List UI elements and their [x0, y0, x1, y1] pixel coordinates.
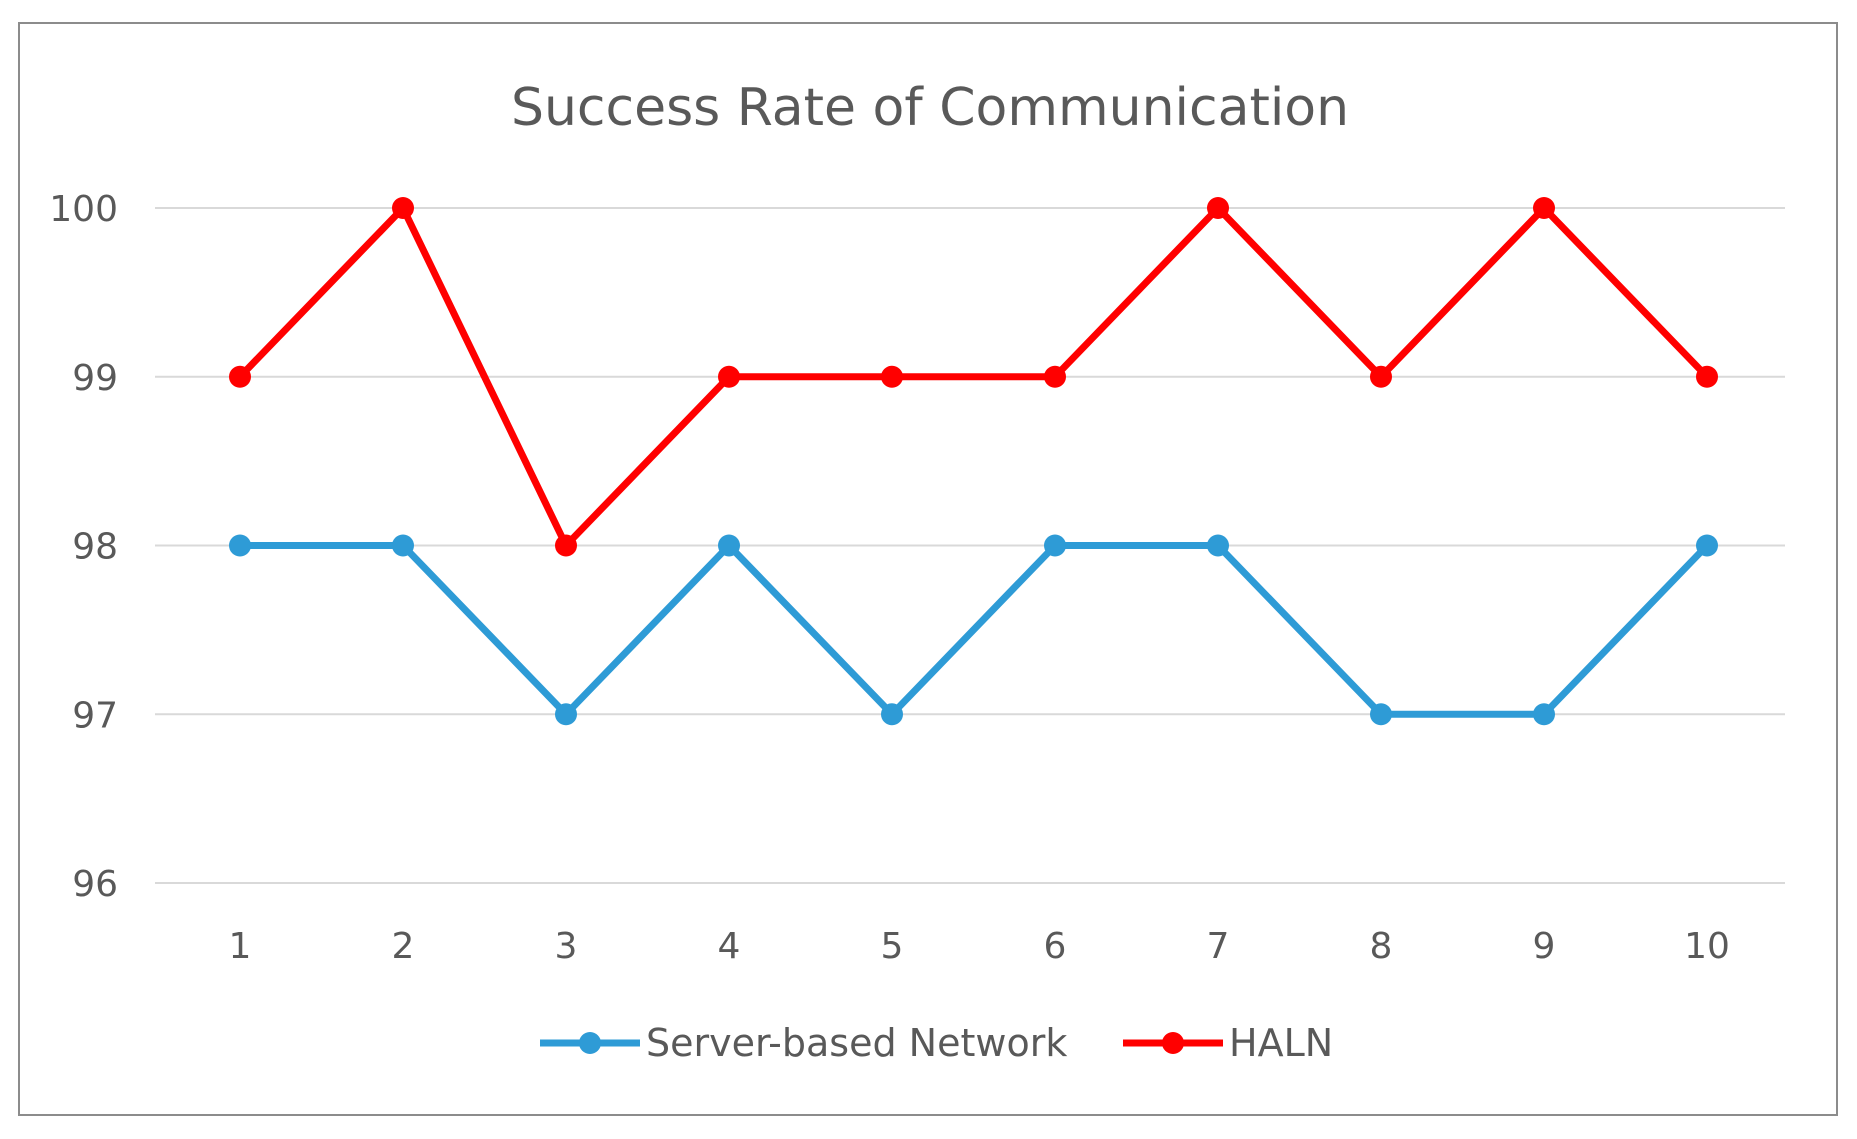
legend: Server-based Network HALN	[540, 1021, 1333, 1065]
data-point	[1370, 365, 1392, 388]
legend-item: Server-based Network	[540, 1021, 1067, 1065]
x-tick-label: 5	[881, 926, 904, 967]
legend-label: HALN	[1229, 1021, 1333, 1065]
data-point	[1696, 534, 1718, 557]
y-tick-label: 98	[72, 527, 118, 568]
data-point	[718, 365, 740, 388]
x-tick-label: 9	[1533, 926, 1556, 967]
x-tick-label: 8	[1370, 926, 1393, 967]
y-tick-label: 100	[49, 189, 118, 230]
y-tick-label: 96	[72, 864, 118, 905]
x-axis-tick-labels: 1 2 3 4 5 6 7 8 9 10	[229, 926, 1730, 967]
data-point	[1207, 197, 1229, 219]
y-tick-label: 97	[72, 695, 118, 736]
x-tick-label: 2	[392, 926, 415, 967]
series-2	[229, 197, 1718, 557]
legend-marker	[579, 1032, 601, 1054]
y-tick-label: 99	[72, 358, 118, 399]
y-axis-tick-labels: 96 97 98 99 100	[49, 189, 118, 905]
data-point	[881, 365, 903, 388]
x-tick-label: 1	[229, 926, 252, 967]
series-1	[229, 534, 1718, 726]
data-point	[1207, 534, 1229, 557]
data-point	[392, 534, 414, 557]
data-point	[1370, 703, 1392, 726]
data-point	[229, 365, 251, 388]
data-point	[229, 534, 251, 557]
x-tick-label: 3	[555, 926, 578, 967]
data-point	[555, 534, 577, 557]
data-point	[1696, 365, 1718, 388]
data-point	[392, 197, 414, 219]
data-point	[555, 703, 577, 726]
data-point	[1533, 703, 1555, 726]
legend-label: Server-based Network	[646, 1021, 1067, 1065]
legend-marker	[1162, 1032, 1184, 1054]
series-line	[236, 542, 1711, 718]
chart-title: Success Rate of Communication	[511, 78, 1349, 138]
x-tick-label: 6	[1044, 926, 1067, 967]
data-point	[1044, 534, 1066, 557]
data-point	[1044, 365, 1066, 388]
series-line	[236, 204, 1711, 549]
series-lines	[229, 197, 1718, 726]
data-point	[718, 534, 740, 557]
x-tick-label: 10	[1684, 926, 1730, 967]
data-point	[881, 703, 903, 726]
x-tick-label: 4	[718, 926, 741, 967]
x-tick-label: 7	[1207, 926, 1230, 967]
legend-item: HALN	[1123, 1021, 1333, 1065]
data-point	[1533, 197, 1555, 219]
